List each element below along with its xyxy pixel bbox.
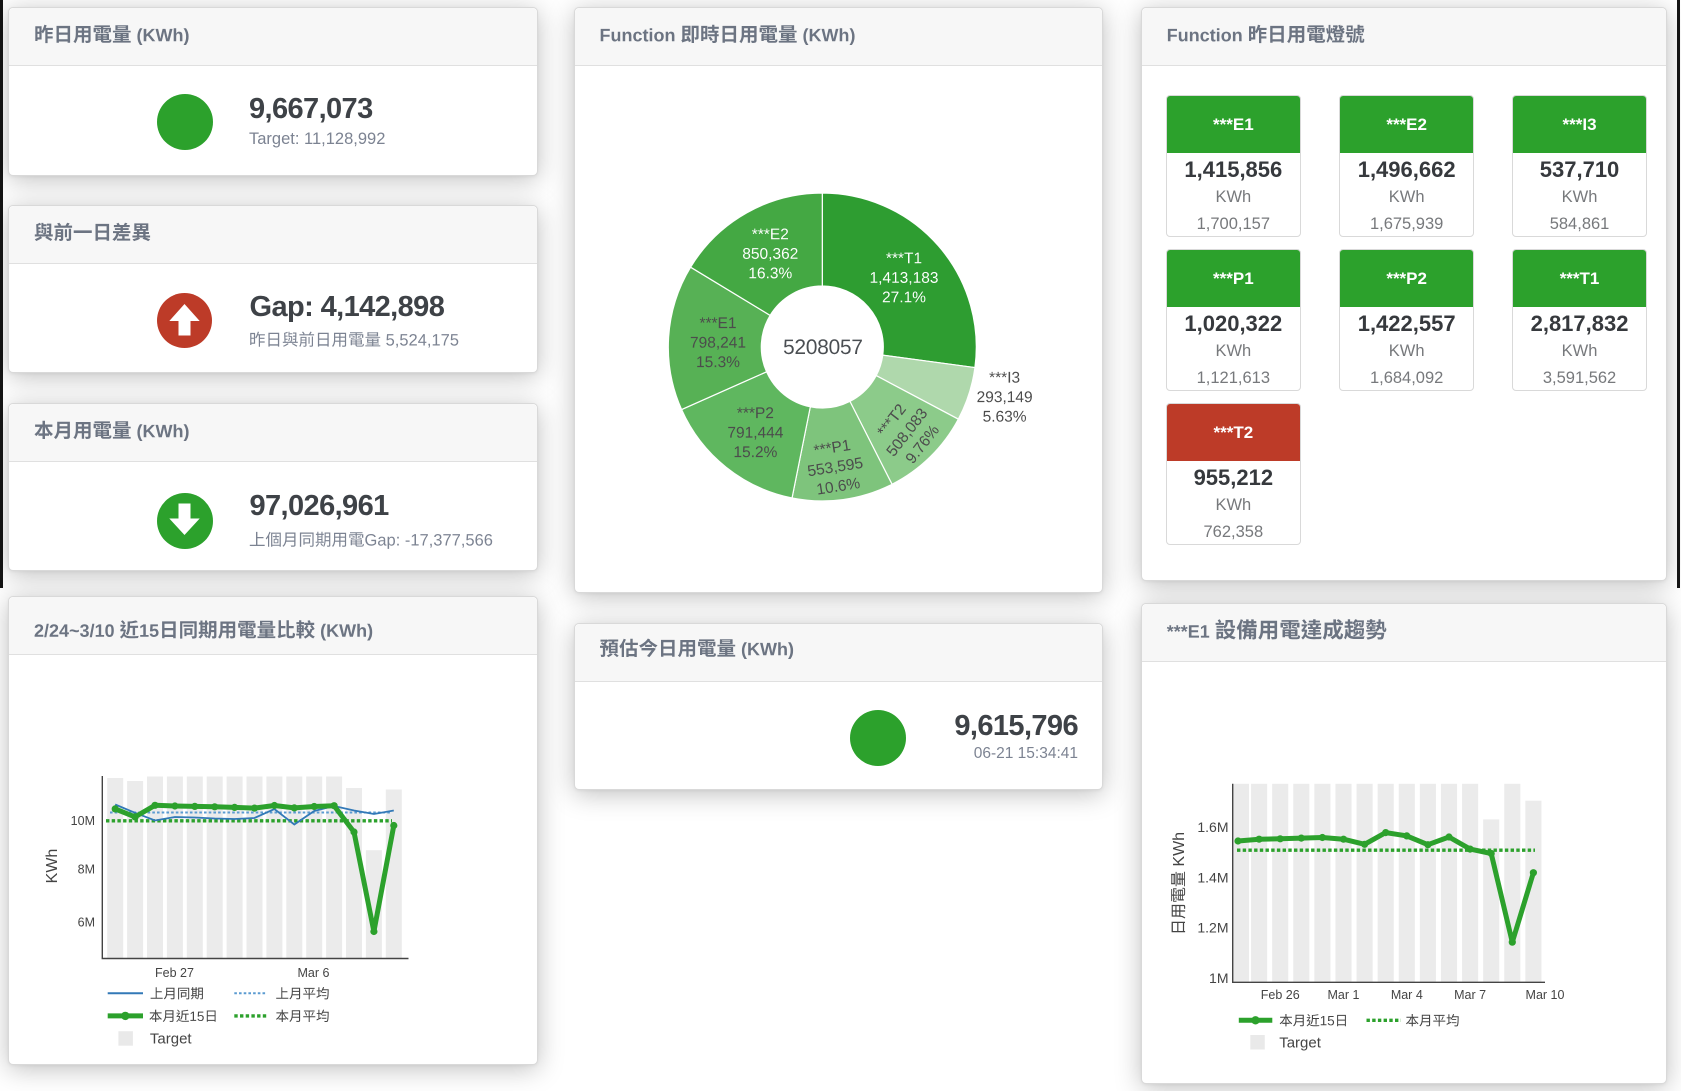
svg-text:Mar 6: Mar 6 xyxy=(298,966,330,980)
svg-text:Target: Target xyxy=(1279,1035,1322,1052)
svg-text:Target: Target xyxy=(150,1031,193,1048)
svg-text:6M: 6M xyxy=(78,915,95,929)
svg-text:1.4M: 1.4M xyxy=(1197,869,1228,885)
svg-text:KWh: KWh xyxy=(44,849,61,884)
svg-text:1.2M: 1.2M xyxy=(1197,920,1228,936)
svg-text:Mar 4: Mar 4 xyxy=(1391,988,1423,1002)
svg-text:Mar 10: Mar 10 xyxy=(1526,988,1565,1002)
svg-text:1M: 1M xyxy=(1209,970,1228,986)
svg-text:Feb 26: Feb 26 xyxy=(1261,988,1300,1002)
svg-text:Mar 1: Mar 1 xyxy=(1328,988,1360,1002)
svg-text:10M: 10M xyxy=(71,814,95,828)
svg-text:Mar 7: Mar 7 xyxy=(1454,988,1486,1002)
svg-text:8M: 8M xyxy=(78,863,95,877)
svg-text:Feb 27: Feb 27 xyxy=(155,966,194,980)
svg-text:1.6M: 1.6M xyxy=(1197,819,1228,835)
